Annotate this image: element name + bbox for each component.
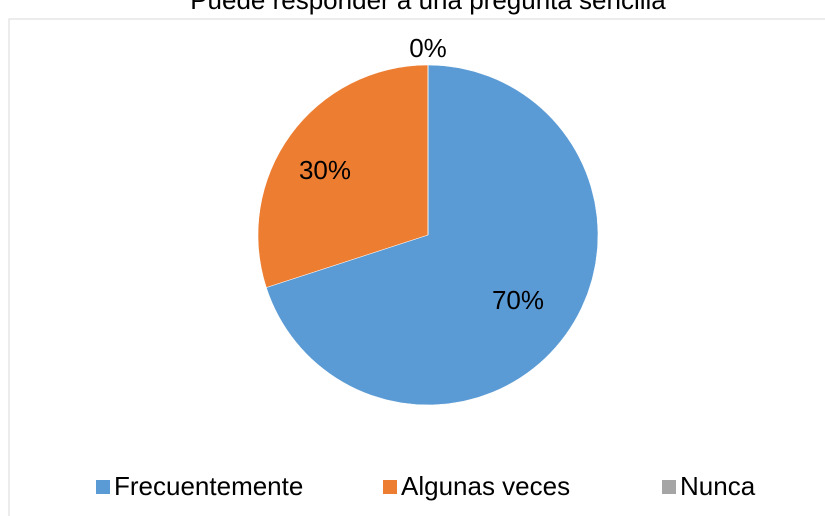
data-label: 0% — [409, 33, 447, 63]
data-label: 30% — [299, 155, 351, 185]
legend-label: Nunca — [680, 471, 756, 501]
chart-title: Puede responder a una pregunta sencilla — [190, 0, 666, 15]
legend-label: Frecuentemente — [114, 471, 303, 501]
legend-swatch — [383, 480, 397, 494]
legend-swatch — [662, 480, 676, 494]
legend-swatch — [96, 480, 110, 494]
pie-slice — [257, 64, 429, 288]
legend-label: Algunas veces — [401, 471, 570, 501]
data-label: 70% — [492, 285, 544, 315]
pie-slice — [266, 64, 599, 406]
